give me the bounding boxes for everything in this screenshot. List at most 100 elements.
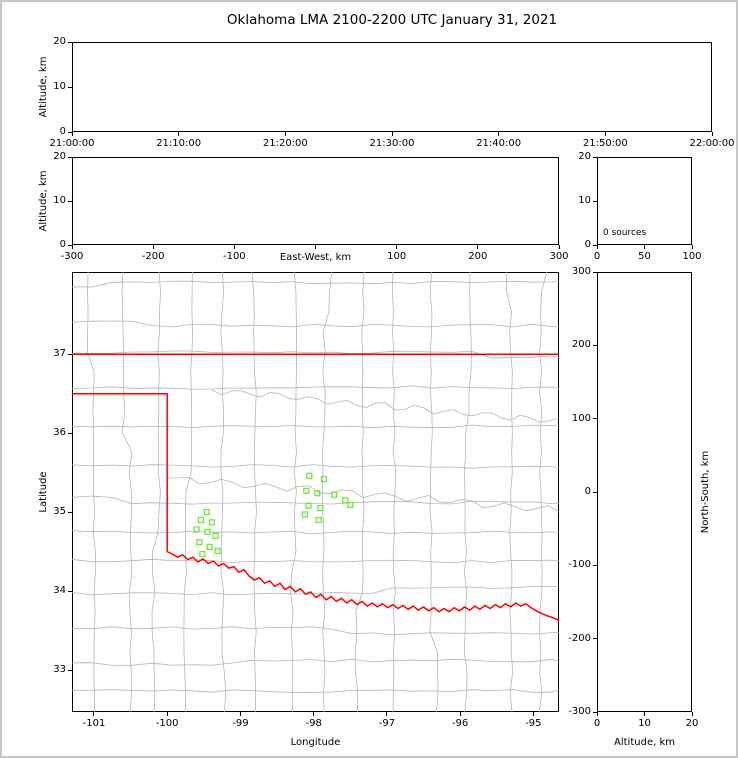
y-tick-mark <box>68 41 72 43</box>
y-tick-label: 10 <box>53 81 66 92</box>
x-tick-mark <box>558 245 560 249</box>
x-tick-label: 10 <box>638 718 651 729</box>
source-point-marker <box>305 502 312 509</box>
x-tick-mark <box>391 132 393 136</box>
source-point-marker <box>197 516 205 524</box>
x-tick-mark <box>233 245 235 249</box>
x-tick-mark <box>532 712 534 716</box>
x-tick-label: -95 <box>525 718 542 729</box>
y-tick-label: 0 <box>59 126 66 137</box>
x-tick-label: -300 <box>60 251 84 262</box>
x-tick-label: 21:40:00 <box>476 138 522 149</box>
x-tick-mark <box>315 245 316 249</box>
x-tick-label: 22:00:00 <box>689 138 735 149</box>
y-tick-mark <box>68 669 72 671</box>
y-tick-mark <box>593 200 597 202</box>
y-tick-label: 35 <box>53 506 66 518</box>
x-tick-label: 100 <box>682 251 702 262</box>
source-point-marker <box>342 497 349 504</box>
plan-view-map-ylabel: Latitude <box>38 471 49 513</box>
x-tick-mark <box>284 132 286 136</box>
x-tick-mark <box>93 712 95 716</box>
time-height-panel-ylabel: Altitude, km <box>38 56 49 118</box>
source-point-marker <box>306 472 313 479</box>
plan-view-map <box>72 272 559 712</box>
y-tick-label: 0 <box>59 239 66 250</box>
y-tick-mark <box>68 131 72 133</box>
source-point-marker <box>203 508 210 516</box>
y-tick-mark <box>593 344 597 346</box>
x-tick-label: -200 <box>141 251 165 262</box>
source-point-marker <box>206 543 213 551</box>
figure-title: Oklahoma LMA 2100-2200 UTC January 31, 2… <box>226 12 558 28</box>
y-tick-label: 0 <box>584 239 591 250</box>
x-tick-label: -98 <box>305 718 322 729</box>
y-tick-label: -300 <box>568 706 591 717</box>
x-tick-label: 200 <box>468 251 488 262</box>
ns-altitude-panel-xlabel: Altitude, km <box>614 737 675 748</box>
source-point-marker <box>214 547 221 555</box>
y-tick-mark <box>593 491 597 493</box>
x-tick-mark <box>644 712 645 716</box>
y-tick-label: 36 <box>53 427 66 439</box>
source-point-marker <box>314 490 321 497</box>
y-tick-label: 34 <box>53 585 66 597</box>
state-border-west-south <box>72 392 559 622</box>
x-tick-label: 21:30:00 <box>369 138 415 149</box>
x-tick-mark <box>711 132 713 136</box>
sources-count-label: 0 sources <box>603 228 647 238</box>
y-tick-mark <box>68 590 72 592</box>
x-tick-mark <box>71 245 73 249</box>
y-tick-mark <box>68 432 72 434</box>
source-point-marker <box>320 475 328 483</box>
x-tick-label: 100 <box>387 251 407 262</box>
x-tick-mark <box>239 712 241 716</box>
source-point-marker <box>317 505 324 512</box>
x-tick-mark <box>596 245 598 249</box>
river-line <box>211 389 559 423</box>
y-tick-label: 20 <box>578 151 591 162</box>
source-point-marker <box>199 550 206 558</box>
x-tick-mark <box>691 712 693 716</box>
source-point-marker <box>315 516 322 524</box>
ew-altitude-panel-xlabel: East-West, km <box>279 252 352 263</box>
x-tick-label: -101 <box>82 718 106 729</box>
x-tick-mark <box>386 712 388 716</box>
y-tick-mark <box>593 244 597 246</box>
y-tick-mark <box>68 200 72 202</box>
x-tick-label: 21:50:00 <box>582 138 628 149</box>
y-tick-label: 33 <box>53 664 66 676</box>
source-points <box>193 472 354 558</box>
x-tick-label: 21:20:00 <box>262 138 308 149</box>
y-tick-label: 10 <box>578 195 591 206</box>
x-tick-mark <box>396 245 398 249</box>
source-point-marker <box>204 528 211 536</box>
altitude-histogram-panel <box>597 157 692 245</box>
y-tick-mark <box>68 86 72 88</box>
source-point-marker <box>331 491 338 498</box>
county-boundaries <box>72 272 559 712</box>
x-tick-mark <box>152 245 154 249</box>
x-tick-label: 300 <box>549 251 569 262</box>
source-point-marker <box>303 487 310 494</box>
y-tick-mark <box>68 244 72 246</box>
source-point-marker <box>301 511 309 518</box>
y-tick-label: 10 <box>53 195 66 206</box>
y-tick-label: 200 <box>571 339 591 351</box>
y-tick-label: 100 <box>571 412 591 424</box>
x-tick-mark <box>178 132 180 136</box>
y-tick-mark <box>68 353 72 355</box>
y-tick-label: -200 <box>568 632 591 644</box>
x-tick-label: 21:00:00 <box>49 138 95 149</box>
source-point-marker <box>347 501 354 509</box>
y-tick-mark <box>593 418 597 420</box>
x-tick-mark <box>604 132 606 136</box>
x-tick-label: -100 <box>222 251 246 262</box>
x-tick-label: -96 <box>451 718 469 729</box>
source-point-marker <box>196 539 203 546</box>
y-tick-label: 300 <box>571 266 591 277</box>
x-tick-mark <box>691 245 693 249</box>
x-tick-mark <box>166 712 168 716</box>
x-tick-mark <box>313 712 315 716</box>
